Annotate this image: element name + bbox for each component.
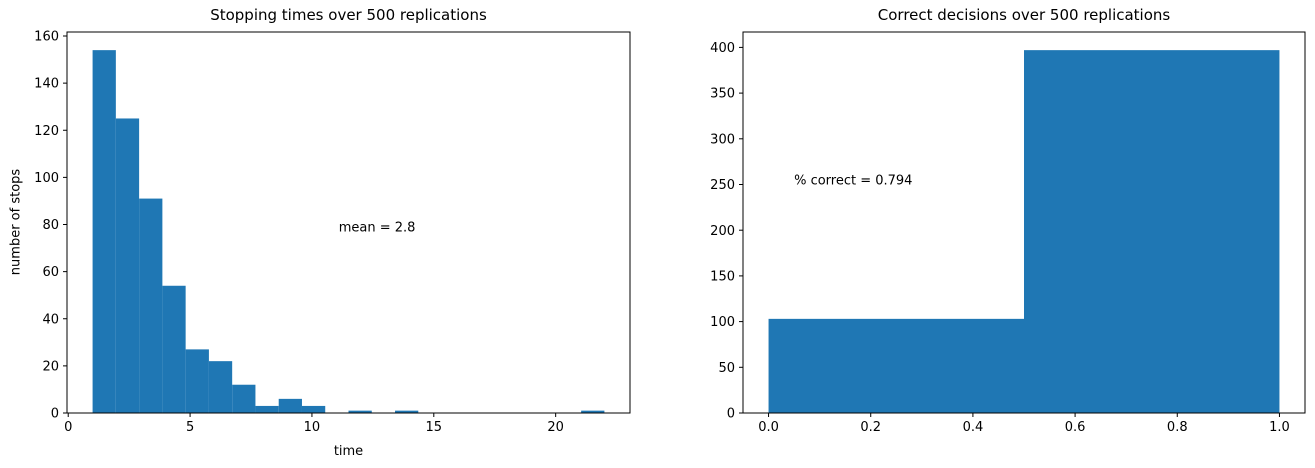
y-tick-label: 200 (710, 224, 735, 239)
histogram-bar (185, 349, 209, 413)
plot-border (66, 31, 631, 414)
x-tick-label: 20 (547, 420, 564, 435)
y-tick-label: 300 (710, 132, 735, 147)
right-chart-title: Correct decisions over 500 replications (877, 6, 1171, 24)
right-plot-area: 0.0 0.2 0.4 0.6 0.8 1.0 0 50 100 150 200 250 300 350 4… (710, 31, 1306, 435)
x-tick-label: 0.4 (963, 420, 984, 435)
x-tick-label: 5 (186, 420, 194, 435)
y-tick-label: 0 (727, 407, 735, 422)
y-tick-label: 0 (51, 407, 59, 422)
y-tick-label: 20 (42, 359, 59, 374)
histogram-bar (162, 285, 186, 413)
y-tick-label: 160 (34, 30, 59, 45)
histogram-bar (581, 410, 605, 413)
y-tick-label: 80 (42, 218, 59, 233)
x-tick-label: 15 (426, 420, 443, 435)
histogram-bar (92, 50, 116, 413)
left-chart-title: Stopping times over 500 replications (210, 6, 487, 24)
x-tick-label: 1.0 (1269, 420, 1290, 435)
y-tick-label: 140 (34, 77, 59, 92)
x-tick-label: 0.6 (1065, 420, 1086, 435)
y-tick-label: 350 (710, 87, 735, 102)
histogram-bar (768, 318, 1024, 413)
histogram-bar (395, 410, 419, 413)
histogram-bar (208, 361, 233, 413)
left-x-axis-label: time (333, 444, 364, 459)
y-tick-label: 250 (710, 178, 735, 193)
stopping-times-chart: Stopping times over 500 replications num… (9, 6, 631, 459)
histogram-bar (1024, 50, 1280, 413)
plot-border (742, 31, 1306, 414)
x-tick-label: 0 (64, 420, 72, 435)
x-tick-label: 0.0 (758, 420, 779, 435)
y-tick-label: 100 (710, 315, 735, 330)
y-tick-label: 100 (34, 171, 59, 186)
left-plot-area: 0 5 10 15 20 0 20 40 60 80 100 120 140 160 mean = 2.8 (34, 30, 631, 435)
histogram-bar (278, 398, 302, 413)
y-tick-label: 60 (42, 265, 59, 280)
histogram-bar (348, 410, 372, 413)
y-tick-label: 150 (710, 269, 735, 284)
x-tick-label: 0.2 (860, 420, 881, 435)
histogram-bar (301, 405, 326, 413)
y-tick-label: 120 (34, 124, 59, 139)
y-tick-label: 400 (710, 41, 735, 56)
y-tick-label: 50 (718, 361, 735, 376)
histogram-bar (139, 198, 163, 413)
histogram-bar (232, 384, 256, 413)
histogram-bar (115, 118, 140, 413)
x-tick-label: 0.8 (1167, 420, 1188, 435)
y-tick-label: 40 (42, 312, 59, 327)
annotation-text: mean = 2.8 (339, 221, 416, 236)
annotation-text: % correct = 0.794 (794, 174, 912, 189)
correct-decisions-chart: Correct decisions over 500 replications … (660, 0, 1315, 468)
x-tick-label: 10 (304, 420, 321, 435)
histogram-bar (255, 405, 279, 413)
